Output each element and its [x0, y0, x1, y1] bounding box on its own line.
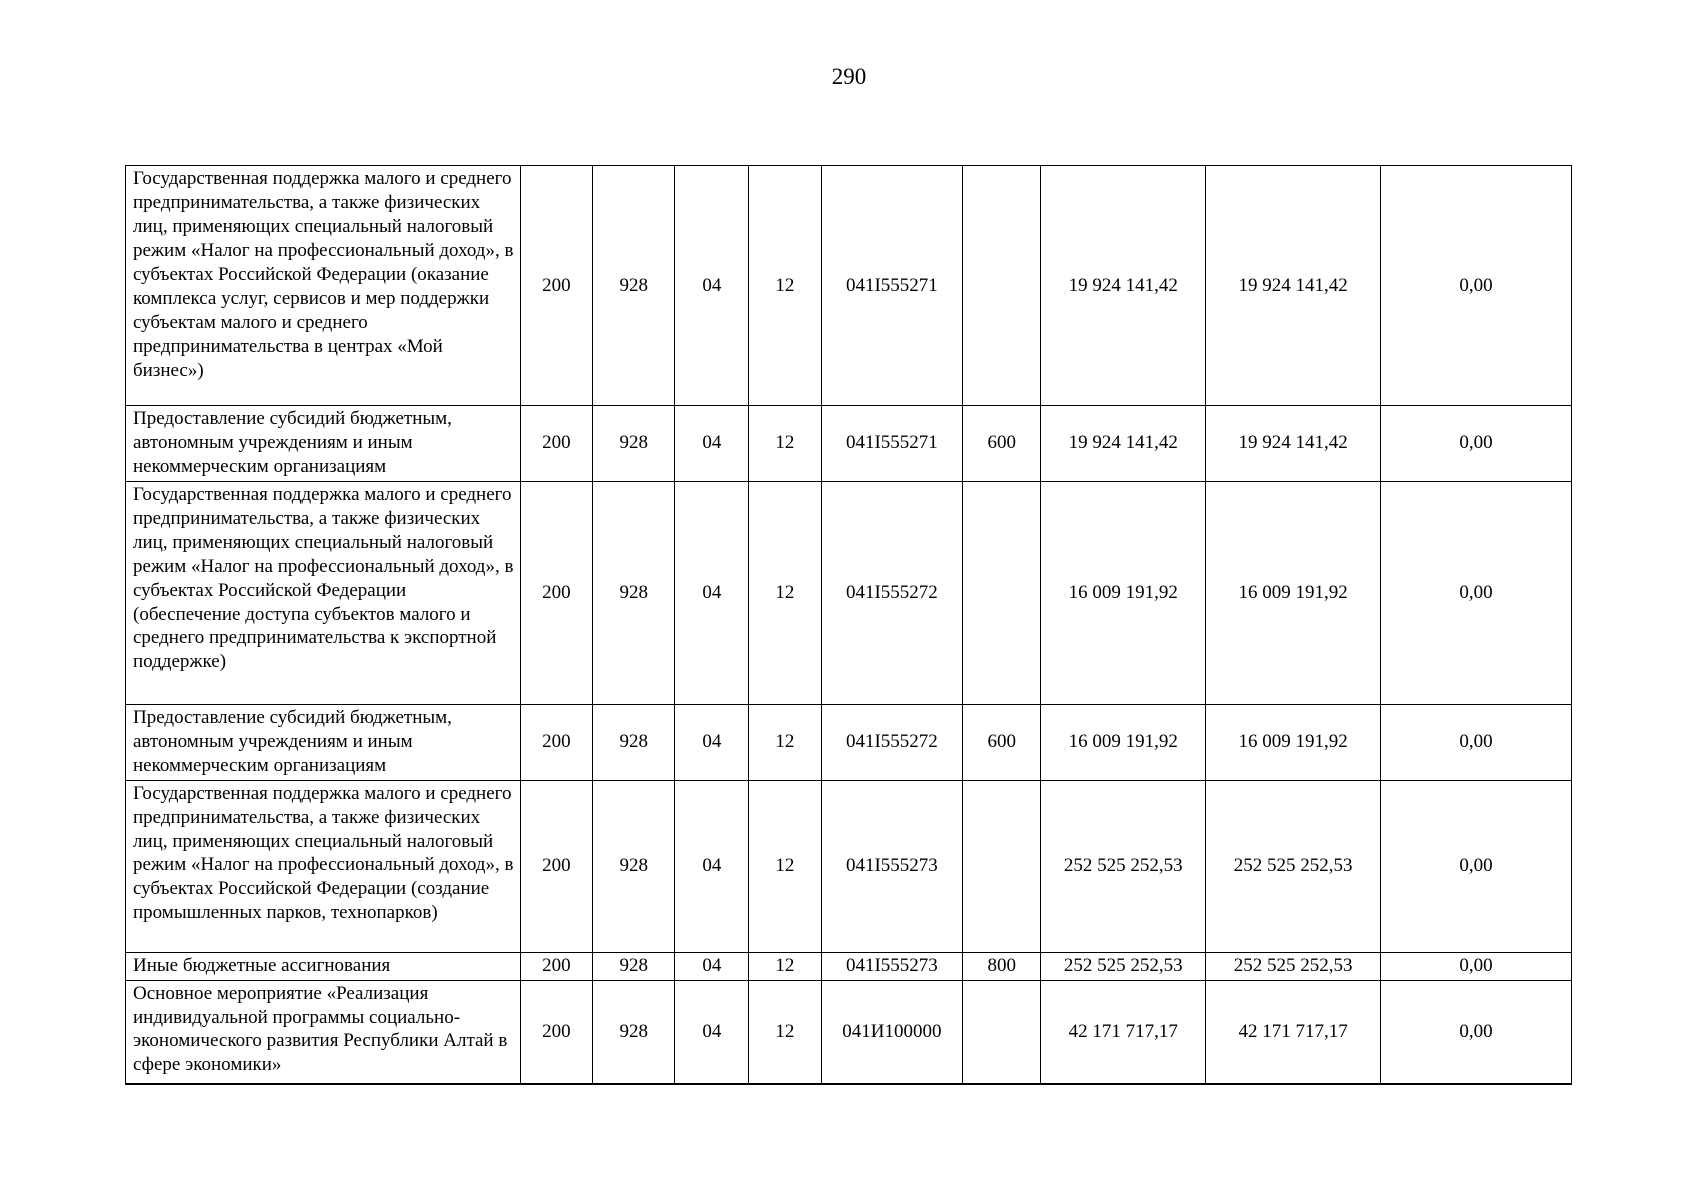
table-row: Государственная поддержка малого и средн… [125, 480, 1572, 705]
table-cell: 200 [519, 779, 594, 953]
table-cell: 0,00 [1380, 405, 1572, 482]
table-cell: 200 [519, 951, 594, 981]
table-cell: 928 [592, 405, 676, 482]
table-cell: 041И100000 [820, 979, 964, 1085]
row-description: Основное мероприятие «Реализация индивид… [125, 979, 521, 1085]
row-description: Иные бюджетные ассигнования [125, 951, 521, 981]
table-cell: 19 924 141,42 [1205, 165, 1382, 406]
table-cell: 42 171 717,17 [1205, 979, 1382, 1085]
budget-table: Государственная поддержка малого и средн… [125, 165, 1572, 1086]
table-cell: 200 [519, 979, 594, 1085]
table-cell: 04 [674, 405, 750, 482]
row-description: Государственная поддержка малого и средн… [125, 480, 521, 705]
table-cell: 16 009 191,92 [1040, 480, 1207, 705]
table-cell: 041I555271 [820, 165, 964, 406]
table-cell [962, 779, 1042, 953]
table-cell: 04 [674, 779, 750, 953]
table-cell: 928 [592, 703, 676, 781]
table-cell: 12 [748, 703, 822, 781]
table-cell: 041I555272 [820, 703, 964, 781]
table-cell: 800 [962, 951, 1042, 981]
table-row: Основное мероприятие «Реализация индивид… [125, 979, 1572, 1085]
table-cell: 928 [592, 779, 676, 953]
table-cell: 16 009 191,92 [1205, 703, 1382, 781]
table-cell: 041I555273 [820, 779, 964, 953]
table-cell: 16 009 191,92 [1040, 703, 1207, 781]
table-cell: 200 [519, 165, 594, 406]
table-cell: 04 [674, 703, 750, 781]
table-cell: 12 [748, 951, 822, 981]
table-row: Предоставление субсидий бюджетным, автон… [125, 703, 1572, 781]
table-cell: 12 [748, 480, 822, 705]
table-cell: 16 009 191,92 [1205, 480, 1382, 705]
table-cell: 928 [592, 165, 676, 406]
table-cell: 252 525 252,53 [1205, 951, 1382, 981]
table-cell: 200 [519, 480, 594, 705]
table-cell: 0,00 [1380, 779, 1572, 953]
table-cell: 12 [748, 779, 822, 953]
table-cell [962, 979, 1042, 1085]
table-cell: 42 171 717,17 [1040, 979, 1207, 1085]
table-row: Предоставление субсидий бюджетным, автон… [125, 405, 1572, 482]
table-cell: 041I555273 [820, 951, 964, 981]
table-cell: 12 [748, 979, 822, 1085]
table-cell: 928 [592, 951, 676, 981]
row-description: Предоставление субсидий бюджетным, автон… [125, 703, 521, 781]
table-cell: 041I555272 [820, 480, 964, 705]
table-row: Иные бюджетные ассигнования 200 928 04 12 041… [125, 951, 1572, 981]
table-cell: 0,00 [1380, 703, 1572, 781]
table-cell: 928 [592, 979, 676, 1085]
table-cell: 252 525 252,53 [1040, 779, 1207, 953]
table-cell: 600 [962, 405, 1042, 482]
table-cell: 0,00 [1380, 951, 1572, 981]
table-cell: 0,00 [1380, 165, 1572, 406]
table-cell [962, 480, 1042, 705]
table-cell: 04 [674, 979, 750, 1085]
table-cell: 041I555271 [820, 405, 964, 482]
row-description: Государственная поддержка малого и средн… [125, 779, 521, 953]
table-cell: 19 924 141,42 [1040, 405, 1207, 482]
page-number: 290 [831, 64, 867, 89]
table-row: Государственная поддержка малого и средн… [125, 165, 1572, 406]
table-row: Государственная поддержка малого и средн… [125, 779, 1572, 953]
table-cell: 0,00 [1380, 480, 1572, 705]
table-cell: 04 [674, 480, 750, 705]
table-cell: 928 [592, 480, 676, 705]
table-cell: 0,00 [1380, 979, 1572, 1085]
table-cell: 19 924 141,42 [1040, 165, 1207, 406]
row-description: Предоставление субсидий бюджетным, автон… [125, 405, 521, 482]
table-cell: 600 [962, 703, 1042, 781]
table-cell: 04 [674, 951, 750, 981]
table-cell: 200 [519, 703, 594, 781]
table-cell: 04 [674, 165, 750, 406]
table-cell: 252 525 252,53 [1205, 779, 1382, 953]
table-cell: 12 [748, 165, 822, 406]
table-cell [962, 165, 1042, 406]
table-cell: 252 525 252,53 [1040, 951, 1207, 981]
table-cell: 12 [748, 405, 822, 482]
table-cell: 19 924 141,42 [1205, 405, 1382, 482]
table-cell: 200 [519, 405, 594, 482]
row-description: Государственная поддержка малого и средн… [125, 165, 521, 406]
